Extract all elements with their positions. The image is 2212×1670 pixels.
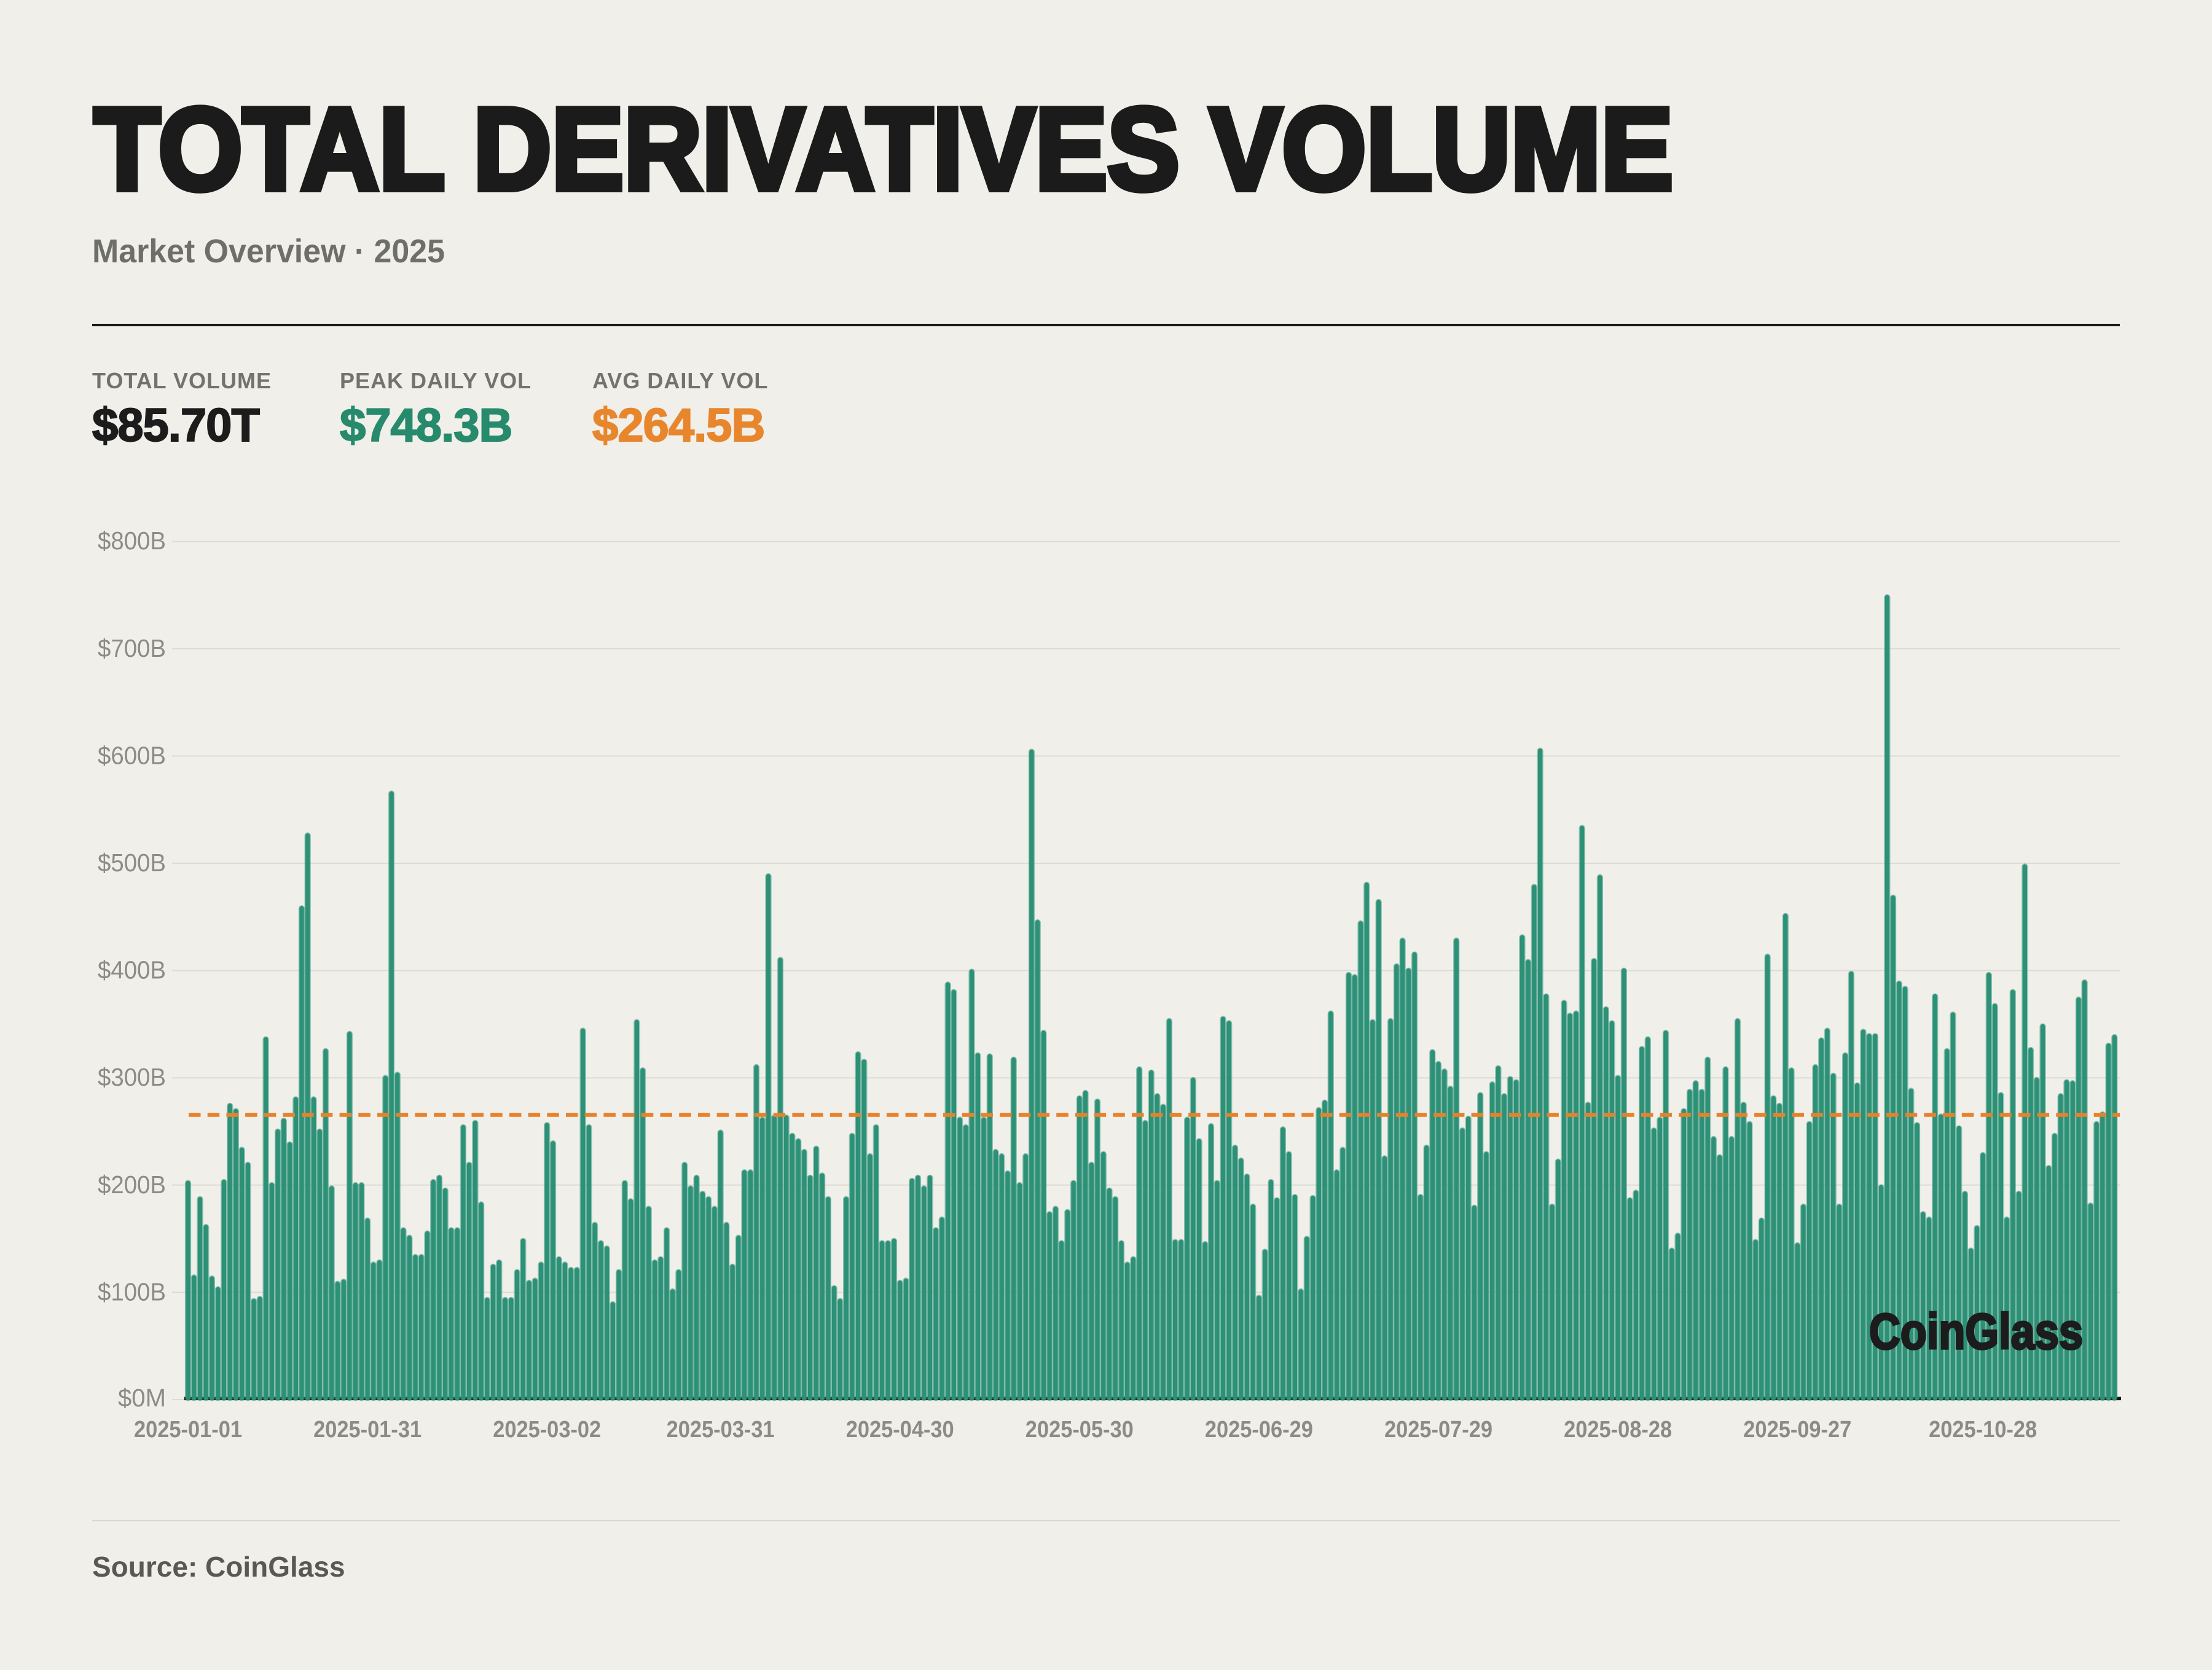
svg-text:$748.3B: $748.3B bbox=[340, 399, 512, 452]
svg-text:2025-01-31: 2025-01-31 bbox=[313, 1417, 422, 1443]
svg-text:2025-04-30: 2025-04-30 bbox=[846, 1417, 954, 1443]
svg-text:$85.70T: $85.70T bbox=[92, 399, 259, 452]
svg-text:PEAK DAILY VOL: PEAK DAILY VOL bbox=[340, 368, 531, 393]
svg-text:2025-05-30: 2025-05-30 bbox=[1026, 1417, 1134, 1443]
svg-text:Source: CoinGlass: Source: CoinGlass bbox=[92, 1551, 345, 1583]
svg-text:2025-01-01: 2025-01-01 bbox=[134, 1417, 242, 1443]
svg-text:2025-06-29: 2025-06-29 bbox=[1205, 1417, 1313, 1443]
svg-text:AVG DAILY VOL: AVG DAILY VOL bbox=[592, 368, 768, 393]
svg-text:$500B: $500B bbox=[98, 849, 166, 877]
svg-text:Market Overview · 2025: Market Overview · 2025 bbox=[92, 233, 445, 270]
svg-text:2025-03-31: 2025-03-31 bbox=[667, 1417, 775, 1443]
svg-text:$0M: $0M bbox=[118, 1384, 166, 1412]
svg-text:$400B: $400B bbox=[98, 956, 166, 984]
svg-text:$600B: $600B bbox=[98, 741, 166, 769]
svg-text:$200B: $200B bbox=[98, 1170, 166, 1199]
svg-text:2025-03-02: 2025-03-02 bbox=[493, 1417, 601, 1443]
svg-text:$100B: $100B bbox=[98, 1277, 166, 1306]
svg-text:2025-09-27: 2025-09-27 bbox=[1743, 1417, 1851, 1443]
svg-text:2025-07-29: 2025-07-29 bbox=[1384, 1417, 1492, 1443]
svg-text:$700B: $700B bbox=[98, 634, 166, 662]
svg-text:$264.5B: $264.5B bbox=[592, 399, 764, 452]
svg-text:CoinGlass: CoinGlass bbox=[1869, 1304, 2083, 1360]
svg-text:$300B: $300B bbox=[98, 1063, 166, 1091]
svg-text:TOTAL DERIVATIVES VOLUME: TOTAL DERIVATIVES VOLUME bbox=[94, 84, 1673, 214]
svg-text:2025-08-28: 2025-08-28 bbox=[1564, 1417, 1672, 1443]
svg-text:TOTAL VOLUME: TOTAL VOLUME bbox=[92, 368, 272, 393]
svg-text:$800B: $800B bbox=[98, 527, 166, 555]
svg-text:2025-10-28: 2025-10-28 bbox=[1929, 1417, 2037, 1443]
